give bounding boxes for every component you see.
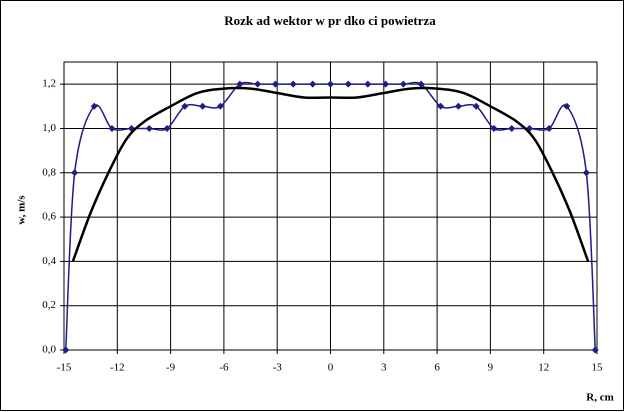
x-tick-label: 3 <box>381 362 387 374</box>
series-line <box>71 86 590 262</box>
x-tick-label: 0 <box>328 362 334 374</box>
data-point <box>199 102 207 110</box>
y-tick-label: 0,6 <box>42 211 56 223</box>
x-tick-label: -12 <box>110 362 125 374</box>
y-axis-label: w, m/s <box>16 195 28 225</box>
x-tick-label: -3 <box>273 362 283 374</box>
data-point <box>417 80 425 88</box>
y-tick-label: 1,0 <box>42 122 56 134</box>
data-point <box>437 102 445 110</box>
data-point <box>236 80 244 88</box>
data-point <box>591 346 599 354</box>
chart-title: Rozk ad wektor w pr dko ci powietrza <box>224 13 436 28</box>
y-tick-label: 0,0 <box>42 344 56 356</box>
y-tick-label: 1,2 <box>42 78 56 90</box>
data-point <box>472 102 480 110</box>
data-point <box>289 80 297 88</box>
data-point <box>163 124 171 132</box>
y-tick-label: 0,4 <box>42 255 56 267</box>
data-point <box>344 80 352 88</box>
data-point <box>327 80 334 88</box>
data-point <box>145 124 153 132</box>
data-point <box>271 80 279 88</box>
x-tick-label: 15 <box>592 362 604 374</box>
y-tick-label: 0,2 <box>42 299 56 311</box>
data-point <box>62 346 70 354</box>
data-point <box>309 80 317 88</box>
data-point <box>181 102 189 110</box>
y-tick-label: 0,8 <box>42 166 56 178</box>
x-tick-label: -15 <box>57 362 72 374</box>
data-point <box>454 102 462 110</box>
data-point <box>508 124 516 132</box>
data-point <box>108 124 116 132</box>
data-point <box>71 169 79 177</box>
data-point <box>90 102 98 110</box>
x-tick-label: 12 <box>538 362 549 374</box>
data-point <box>254 80 262 88</box>
data-point <box>364 80 372 88</box>
data-point <box>545 124 553 132</box>
data-point <box>216 102 224 110</box>
data-point <box>399 80 407 88</box>
x-tick-label: -9 <box>166 362 176 374</box>
data-point <box>563 102 571 110</box>
x-tick-label: 6 <box>434 362 440 374</box>
data-point <box>490 124 498 132</box>
data-point <box>382 80 390 88</box>
x-tick-label: -6 <box>219 362 229 374</box>
x-axis-label: R, cm <box>586 392 614 404</box>
x-tick-label: 9 <box>488 362 494 374</box>
data-point <box>582 169 590 177</box>
